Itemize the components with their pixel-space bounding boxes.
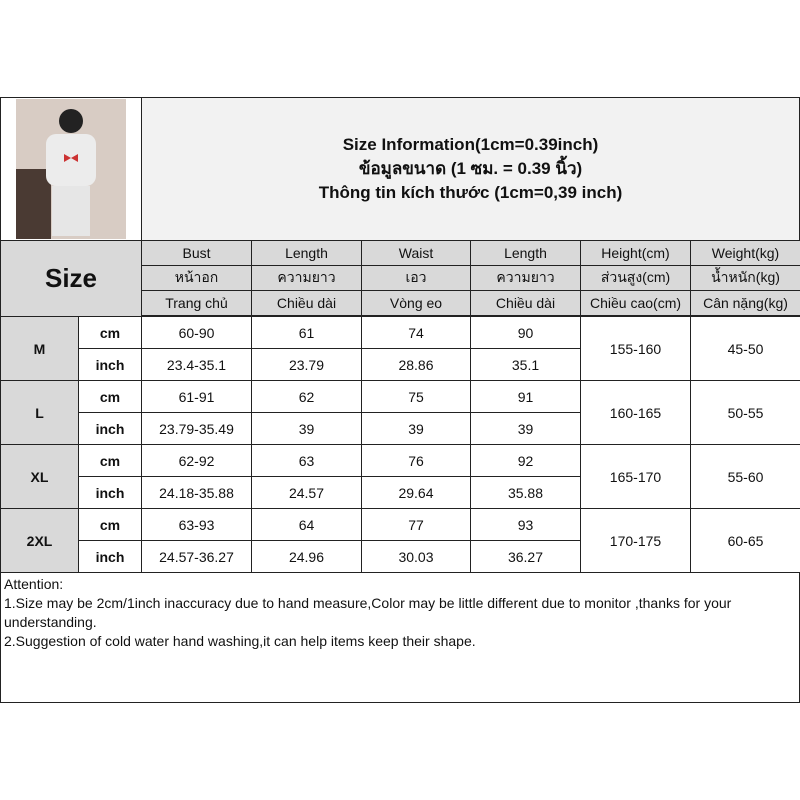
- table-cell: 60-90: [141, 316, 252, 349]
- attention-note: 1.Size may be 2cm/1inch inaccuracy due t…: [4, 595, 732, 630]
- table-cell: 63-93: [141, 508, 252, 541]
- size-label: M: [0, 316, 79, 381]
- height-cell: 165-170: [580, 444, 691, 509]
- table-cell: 93: [470, 508, 581, 541]
- table-cell: 61-91: [141, 380, 252, 413]
- table-cell: 39: [361, 412, 471, 445]
- table-cell: 61: [251, 316, 362, 349]
- table-cell: 62: [251, 380, 362, 413]
- weight-cell: 55-60: [690, 444, 800, 509]
- table-cell: 62-92: [141, 444, 252, 477]
- size-label: L: [0, 380, 79, 445]
- table-cell: 36.27: [470, 540, 581, 573]
- column-header-en: Weight(kg): [690, 240, 800, 266]
- size-header: Size: [0, 240, 142, 317]
- table-cell: 64: [251, 508, 362, 541]
- attention-notes: Attention: 1.Size may be 2cm/1inch inacc…: [0, 572, 800, 703]
- size-label: XL: [0, 444, 79, 509]
- table-cell: 24.18-35.88: [141, 476, 252, 509]
- column-header-en: Length: [470, 240, 581, 266]
- column-header-th: ส่วนสูง(cm): [580, 265, 691, 291]
- column-header-vi: Vòng eo: [361, 290, 471, 316]
- table-cell: 24.57-36.27: [141, 540, 252, 573]
- table-cell: 91: [470, 380, 581, 413]
- size-label: 2XL: [0, 508, 79, 573]
- column-header-vi: Trang chủ: [141, 290, 252, 316]
- column-header-vi: Chiều cao(cm): [580, 290, 691, 316]
- table-cell: 77: [361, 508, 471, 541]
- attention-note: 2.Suggestion of cold water hand washing,…: [4, 633, 476, 649]
- unit-label: cm: [78, 508, 142, 541]
- table-cell: 35.88: [470, 476, 581, 509]
- column-header-en: Waist: [361, 240, 471, 266]
- weight-cell: 50-55: [690, 380, 800, 445]
- model-photo-image: [16, 99, 126, 239]
- column-header-vi: Chiều dài: [251, 290, 362, 316]
- height-cell: 155-160: [580, 316, 691, 381]
- table-cell: 74: [361, 316, 471, 349]
- height-cell: 170-175: [580, 508, 691, 573]
- title-vietnamese: Thông tin kích thước (1cm=0,39 inch): [318, 183, 623, 202]
- unit-label: cm: [78, 316, 142, 349]
- table-cell: 23.79: [251, 348, 362, 381]
- column-header-th: ความยาว: [470, 265, 581, 291]
- title-cell: Size Information(1cm=0.39inch) ข้อมูลขนา…: [141, 97, 800, 241]
- product-photo: [0, 97, 142, 241]
- table-cell: 75: [361, 380, 471, 413]
- attention-heading: Attention:: [4, 576, 64, 592]
- title-english: Size Information(1cm=0.39inch): [342, 135, 599, 154]
- unit-label: cm: [78, 380, 142, 413]
- column-header-th: เอว: [361, 265, 471, 291]
- unit-label: cm: [78, 444, 142, 477]
- table-cell: 63: [251, 444, 362, 477]
- table-cell: 39: [470, 412, 581, 445]
- column-header-th: หน้าอก: [141, 265, 252, 291]
- column-header-th: น้ำหนัก(kg): [690, 265, 800, 291]
- table-cell: 39: [251, 412, 362, 445]
- unit-label: inch: [78, 348, 142, 381]
- table-cell: 28.86: [361, 348, 471, 381]
- table-cell: 76: [361, 444, 471, 477]
- title-thai: ข้อมูลขนาด (1 ซม. = 0.39 นิ้ว): [358, 159, 583, 178]
- table-cell: 92: [470, 444, 581, 477]
- height-cell: 160-165: [580, 380, 691, 445]
- table-cell: 24.96: [251, 540, 362, 573]
- column-header-en: Length: [251, 240, 362, 266]
- table-cell: 23.79-35.49: [141, 412, 252, 445]
- weight-cell: 60-65: [690, 508, 800, 573]
- table-cell: 23.4-35.1: [141, 348, 252, 381]
- unit-label: inch: [78, 412, 142, 445]
- column-header-vi: Chiều dài: [470, 290, 581, 316]
- unit-label: inch: [78, 540, 142, 573]
- column-header-th: ความยาว: [251, 265, 362, 291]
- column-header-en: Height(cm): [580, 240, 691, 266]
- table-cell: 35.1: [470, 348, 581, 381]
- column-header-vi: Cân nặng(kg): [690, 290, 800, 316]
- weight-cell: 45-50: [690, 316, 800, 381]
- table-cell: 29.64: [361, 476, 471, 509]
- table-cell: 90: [470, 316, 581, 349]
- table-cell: 30.03: [361, 540, 471, 573]
- column-header-en: Bust: [141, 240, 252, 266]
- unit-label: inch: [78, 476, 142, 509]
- table-cell: 24.57: [251, 476, 362, 509]
